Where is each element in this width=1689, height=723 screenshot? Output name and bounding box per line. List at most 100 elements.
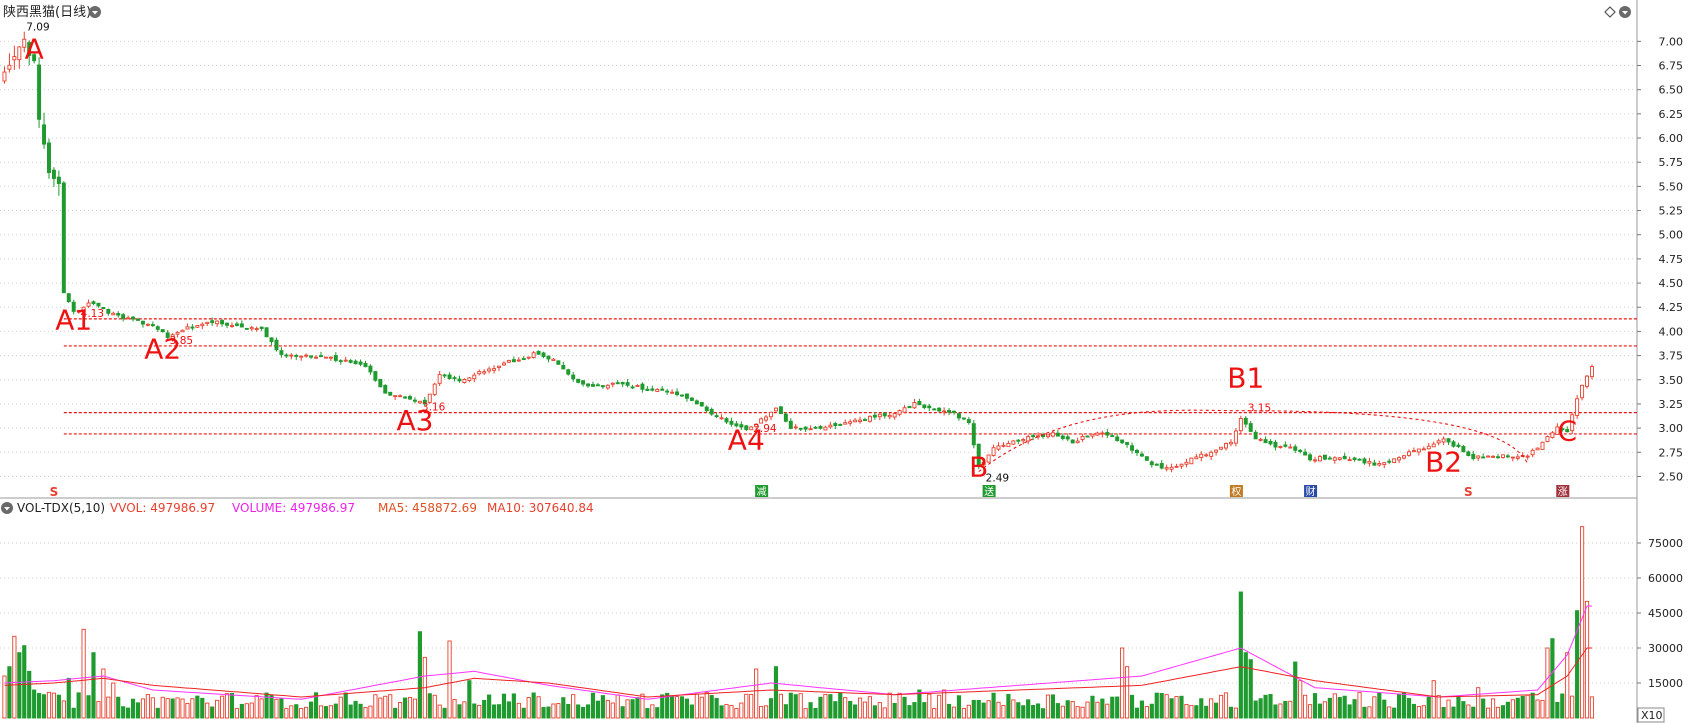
volume-bar (462, 701, 467, 719)
volume-bar (1555, 701, 1560, 719)
candle-body (363, 362, 368, 368)
volume-bar (526, 697, 531, 719)
volume-bar (1317, 703, 1323, 719)
volume-grid (0, 542, 1637, 684)
volume-bar (546, 706, 551, 719)
volume-bar (1466, 704, 1471, 719)
candle-body (457, 378, 462, 382)
candle-body (1545, 436, 1550, 443)
candle-body (1050, 432, 1055, 437)
candle-body (467, 377, 472, 381)
volume-bar (160, 696, 165, 719)
annotation-a2: A2 (144, 332, 181, 365)
volume-bar (541, 707, 546, 719)
candle-body (442, 374, 447, 377)
volume-bar (1233, 707, 1238, 719)
volume-bar (388, 694, 393, 719)
volume-bar (472, 703, 477, 719)
candle-body (1411, 450, 1416, 453)
volume-bar (383, 695, 388, 719)
volume-bar (729, 704, 734, 719)
volume-bar (66, 677, 71, 719)
diamond-icon[interactable] (1604, 6, 1616, 18)
candle-body (976, 443, 981, 467)
volume-bar (318, 705, 324, 719)
volume-bar (1372, 696, 1377, 719)
volume-bar (279, 698, 284, 719)
candle-body (1575, 398, 1580, 416)
candle-body (42, 124, 47, 145)
candle-body (1268, 440, 1273, 445)
candle-body (1075, 440, 1080, 444)
volume-bar (551, 703, 556, 719)
volume-bar (51, 692, 57, 719)
volume-dropdown-icon[interactable] (1, 502, 13, 514)
volume-bar (358, 703, 363, 719)
volume-bar (244, 703, 249, 719)
volume-bar (1080, 706, 1085, 719)
candle-body (1308, 454, 1313, 461)
volume-bar (1397, 693, 1402, 719)
volume-bar (892, 702, 897, 719)
candle-body (2, 71, 7, 82)
candle-body (1065, 436, 1070, 440)
volume-bar (615, 694, 620, 719)
candle-body (373, 371, 378, 381)
volume-bar (373, 694, 378, 719)
candle-body (1238, 417, 1243, 432)
candle-body (121, 314, 126, 320)
candle-body (1001, 444, 1006, 447)
candle-body (27, 42, 32, 56)
price-label: 2.49 (986, 472, 1009, 484)
volume-bar (981, 702, 986, 719)
title-dropdown-icon[interactable] (89, 6, 101, 18)
candle-body (1347, 459, 1352, 462)
candle-body (942, 410, 947, 413)
candle-body (803, 426, 808, 430)
candle-body (1525, 455, 1530, 458)
volume-bar (2, 675, 7, 719)
volume-bar (862, 701, 868, 719)
candle-body (1342, 455, 1347, 460)
candle-body (833, 423, 838, 427)
candle-body (927, 405, 932, 409)
candle-body (971, 423, 976, 446)
volume-bar (803, 708, 808, 719)
candle-body (610, 382, 615, 385)
candle-body (1535, 447, 1540, 451)
volume-bar (833, 701, 838, 719)
candle-body (981, 461, 986, 466)
volume-bar (101, 668, 106, 719)
candle-body (32, 54, 37, 62)
candle-body (259, 326, 264, 329)
volume-bar (1307, 704, 1313, 719)
pattern-annotations: A A1 A2 A3 A4 B B1 B2 C (25, 33, 1577, 484)
volume-bar (294, 704, 299, 719)
candle-body (81, 306, 86, 312)
volume-bar (1045, 694, 1051, 719)
candle-body (279, 350, 284, 355)
candle-body (432, 383, 437, 395)
volume-bar (338, 696, 343, 719)
price-tick-label: 3.25 (1659, 398, 1684, 411)
volume-bar (714, 697, 719, 719)
volume-bar (1125, 666, 1130, 719)
event-marker: S (1464, 485, 1473, 499)
candle-body (200, 323, 205, 327)
volume-bar (180, 698, 185, 719)
candle-body (1357, 458, 1362, 461)
volume-bar (605, 699, 610, 719)
candle-body (536, 350, 541, 355)
settings-icon[interactable] (1619, 6, 1631, 18)
candle-body (739, 424, 744, 428)
volume-bar (571, 694, 576, 719)
candle-body (1293, 446, 1298, 451)
volume-bar (1446, 699, 1451, 719)
volume-ma-lines (4, 605, 1592, 700)
candle-body (403, 396, 408, 399)
volume-bar (452, 698, 457, 719)
volume-bar (719, 705, 724, 719)
candle-body (190, 326, 195, 329)
